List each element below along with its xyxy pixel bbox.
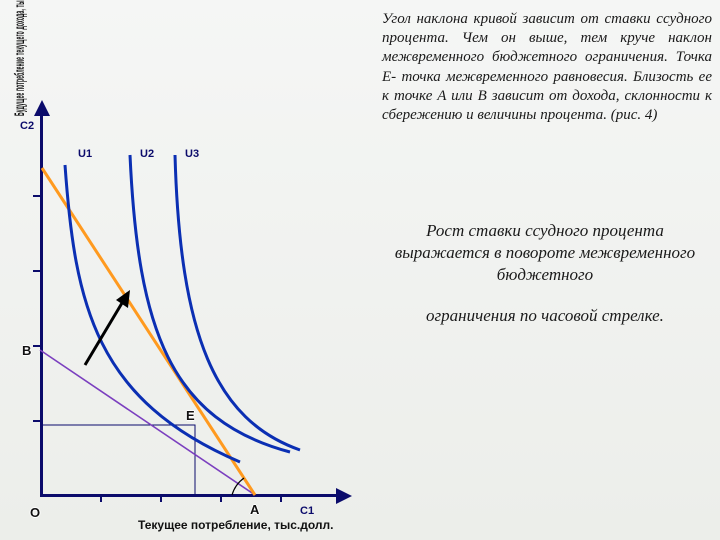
guide-to-E <box>40 425 195 495</box>
label-A: A <box>250 502 259 517</box>
curve-U3 <box>175 155 300 450</box>
label-C2: C2 <box>20 120 34 132</box>
label-U2: U2 <box>140 148 154 160</box>
paragraph-main: Угол наклона кривой зависит от ставки сс… <box>382 10 712 125</box>
label-B: B <box>22 343 31 358</box>
budget-line-orange <box>42 168 255 495</box>
chart-svg <box>0 0 360 540</box>
paragraph-center-2: ограничения по часовой стрелке. <box>380 305 710 327</box>
y-axis-label: Будущее потребление текущего дохода, тыс… <box>11 0 27 116</box>
curve-U2 <box>130 155 290 452</box>
label-E: E <box>186 408 195 423</box>
label-U3: U3 <box>185 148 199 160</box>
label-U1: U1 <box>78 148 92 160</box>
label-C1: C1 <box>300 505 314 517</box>
label-O: O <box>30 505 40 520</box>
paragraph-center-1: Рост ставки ссудного процента выражается… <box>380 220 710 285</box>
x-axis-label: Текущее потребление, тыс.долл. <box>138 518 333 532</box>
